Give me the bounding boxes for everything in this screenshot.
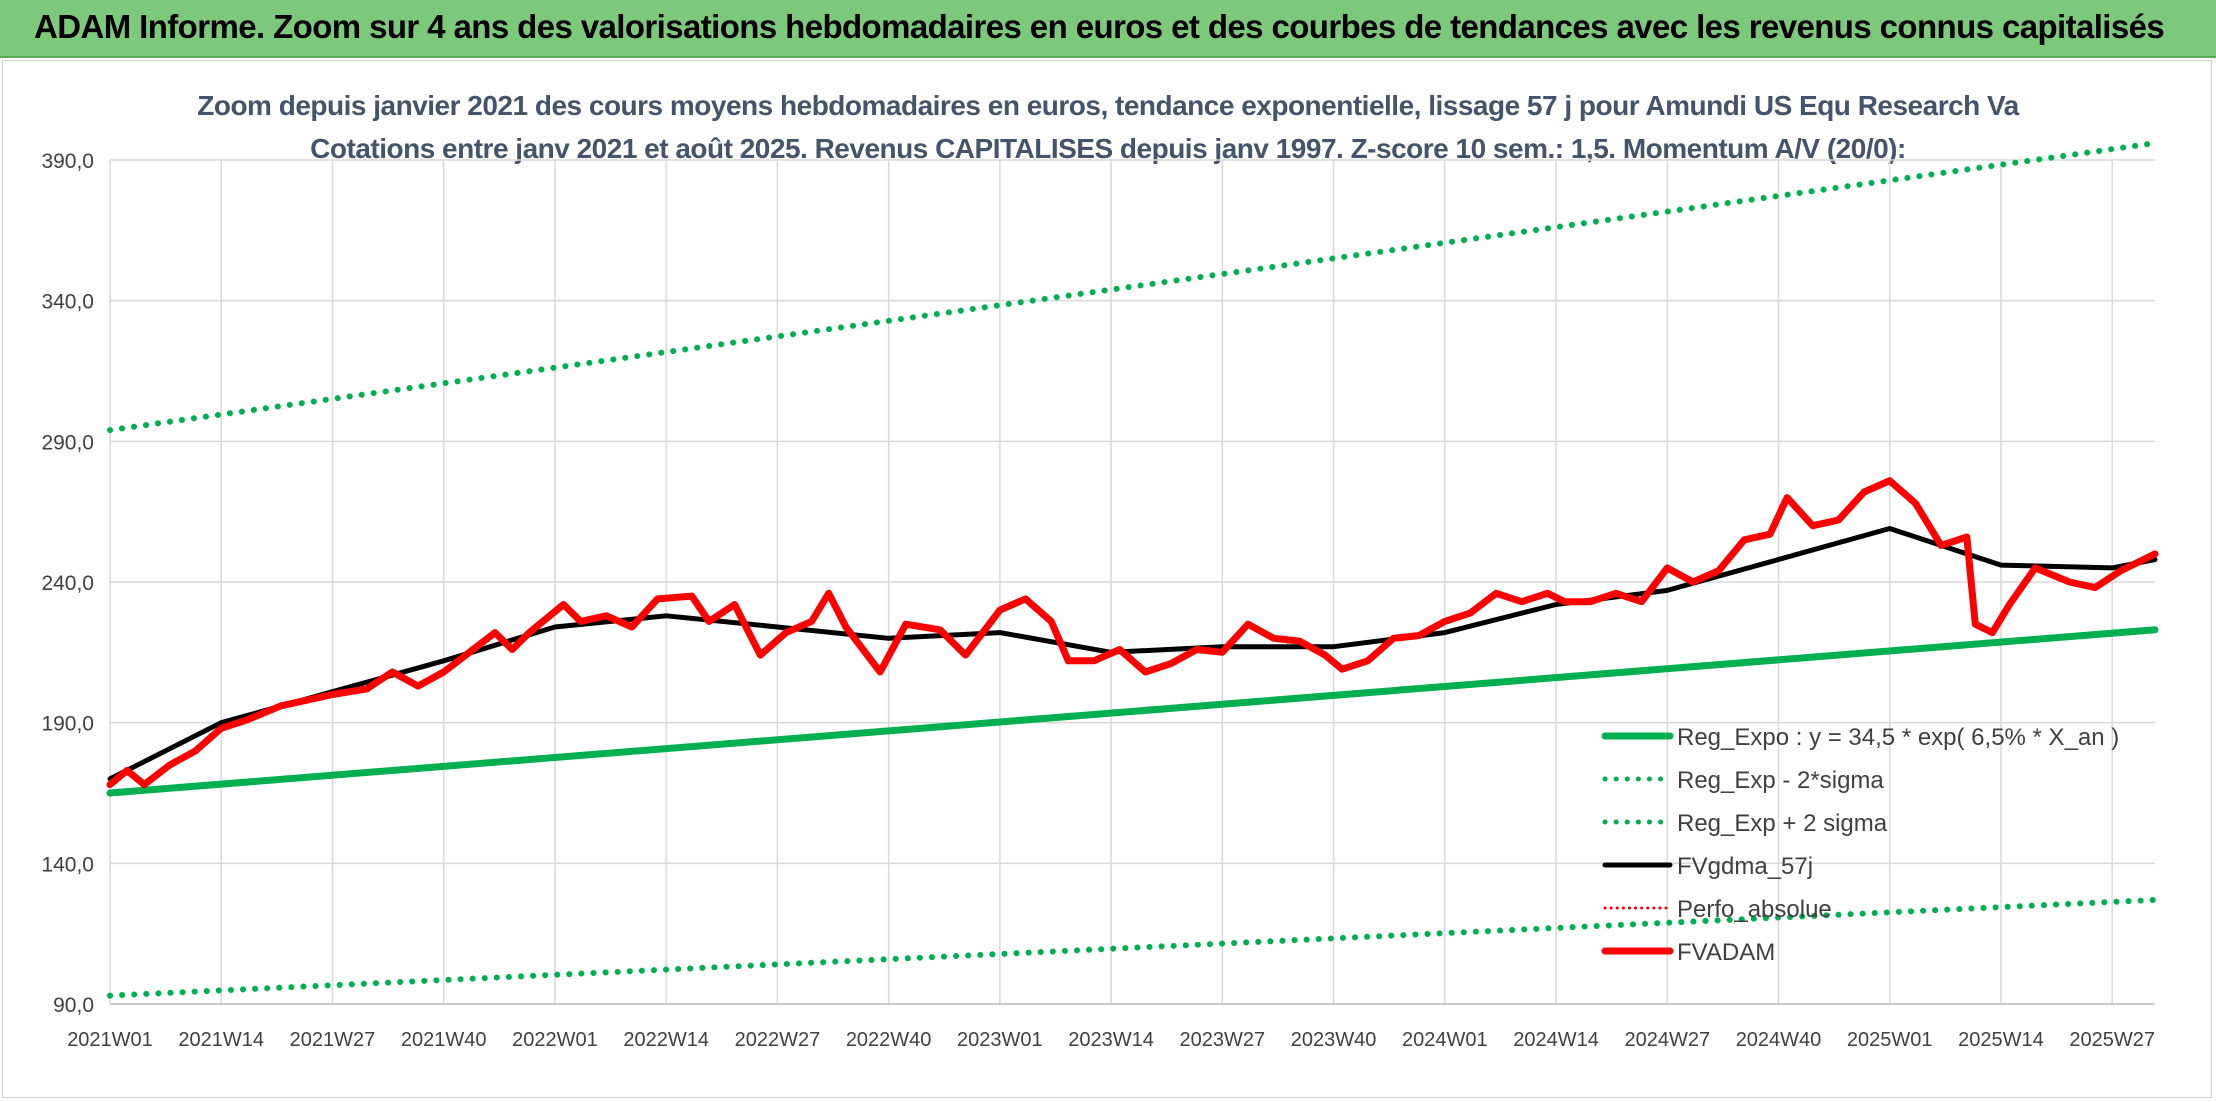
x-tick-label: 2021W14 — [178, 1029, 264, 1051]
legend-label: Reg_Expo : y = 34,5 * exp( 6,5% * X_an ) — [1677, 724, 2119, 751]
x-tick-label: 2022W01 — [512, 1029, 598, 1051]
legend-label: Perfo_absolue — [1677, 896, 1832, 923]
y-tick-label: 290,0 — [41, 431, 94, 454]
x-tick-label: 2022W14 — [623, 1029, 709, 1051]
chart-frame — [2, 60, 2212, 1098]
chart-title-line-1: Zoom depuis janvier 2021 des cours moyen… — [197, 90, 2019, 121]
x-tick-label: 2024W27 — [1624, 1029, 1710, 1051]
x-tick-label: 2023W27 — [1180, 1029, 1266, 1051]
legend-label: Reg_Exp - 2*sigma — [1677, 767, 1884, 794]
series-line-reg_exp — [107, 896, 2158, 999]
x-tick-label: 2022W27 — [735, 1029, 821, 1051]
x-tick-label: 2023W40 — [1291, 1029, 1377, 1051]
y-tick-label: 340,0 — [41, 291, 94, 314]
y-tick-label: 240,0 — [41, 572, 94, 595]
y-tick-label: 190,0 — [41, 713, 94, 736]
x-tick-label: 2024W40 — [1736, 1029, 1822, 1051]
x-tick-label: 2024W01 — [1402, 1029, 1488, 1051]
legend-label: Reg_Exp + 2 sigma — [1677, 810, 1888, 837]
y-tick-label: 140,0 — [41, 853, 94, 876]
y-tick-label: 90,0 — [53, 994, 94, 1017]
x-tick-label: 2025W27 — [2069, 1029, 2155, 1051]
x-tick-label: 2021W27 — [290, 1029, 376, 1051]
legend-label: FVADAM — [1677, 939, 1775, 966]
series-line-fvadam — [106, 477, 2159, 789]
x-tick-label: 2021W01 — [67, 1029, 153, 1051]
chart-title-line-2: Cotations entre janv 2021 et août 2025. … — [310, 133, 1906, 164]
x-tick-label: 2025W14 — [1958, 1029, 2044, 1051]
report-title: ADAM Informe. Zoom sur 4 ans des valoris… — [34, 8, 2165, 45]
legend-label: FVgdma_57j — [1677, 853, 1813, 880]
x-tick-label: 2022W40 — [846, 1029, 932, 1051]
x-tick-label: 2023W01 — [957, 1029, 1043, 1051]
y-tick-label: 390,0 — [41, 150, 94, 173]
report-banner: ADAM Informe. Zoom sur 4 ans des valoris… — [0, 0, 2216, 58]
series-line-reg_exp — [107, 140, 2158, 434]
x-tick-label: 2021W40 — [401, 1029, 487, 1051]
series-line-reg_expo — [106, 626, 2159, 797]
x-tick-label: 2024W14 — [1513, 1029, 1599, 1051]
x-tick-label: 2025W01 — [1847, 1029, 1933, 1051]
x-tick-label: 2023W14 — [1068, 1029, 1154, 1051]
